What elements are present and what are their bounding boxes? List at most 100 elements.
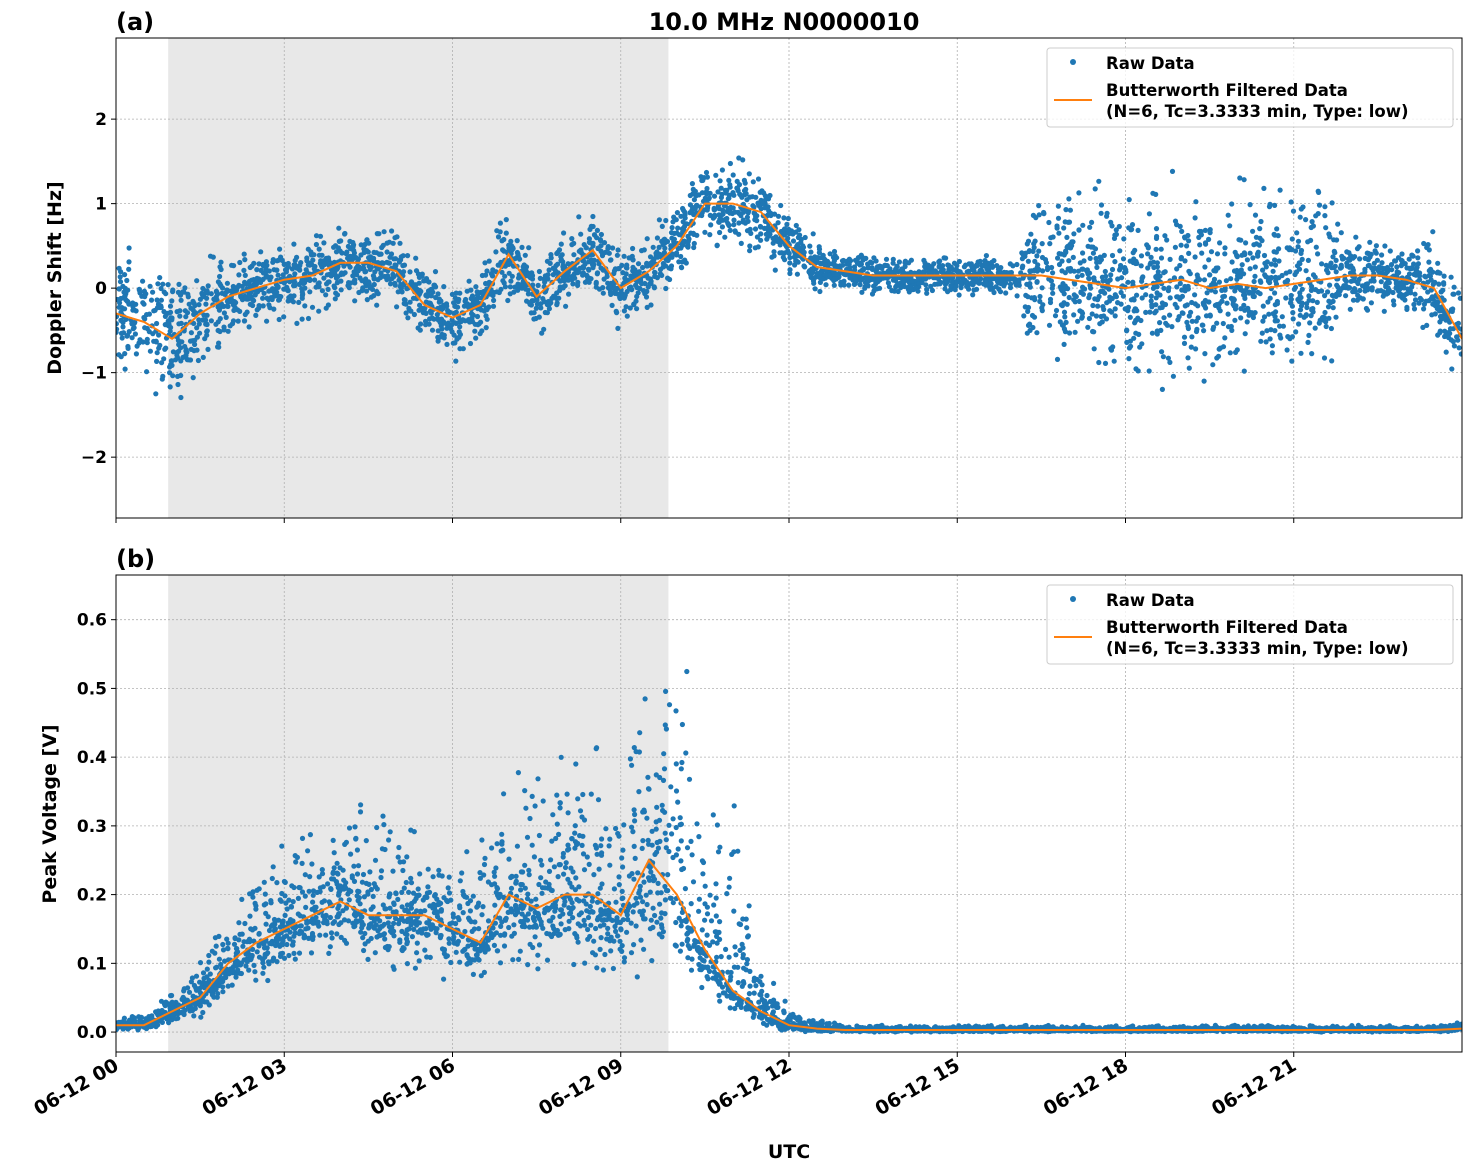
raw-data-point [834,255,840,261]
raw-data-point [325,279,331,285]
raw-data-point [1153,274,1159,280]
raw-data-point [396,259,402,265]
raw-data-point [1406,271,1413,277]
raw-data-point [1369,287,1375,293]
raw-data-point [474,952,480,958]
raw-data-point [194,278,200,284]
raw-data-point [214,994,220,1000]
raw-data-point [407,269,413,275]
raw-data-point [236,272,242,278]
raw-data-point [243,296,249,302]
raw-data-point [1139,295,1145,301]
raw-data-point [1049,264,1055,271]
raw-data-point [541,326,547,332]
raw-data-point [302,934,308,940]
raw-data-point [378,932,384,938]
raw-data-point [464,894,470,900]
raw-data-point [922,276,929,282]
raw-data-point [453,290,459,296]
raw-data-point [288,904,295,910]
raw-data-point [284,906,290,912]
raw-data-point [336,225,342,231]
raw-data-point [201,985,207,991]
raw-data-point [464,953,470,959]
raw-data-point [507,284,513,290]
raw-data-point [795,259,801,265]
raw-data-point [1158,255,1165,261]
raw-data-point [942,286,948,292]
raw-data-point [1287,300,1294,306]
raw-data-point [197,330,203,336]
raw-data-point [256,941,262,948]
raw-data-point [1216,305,1222,311]
raw-data-point [1125,279,1131,285]
raw-data-point [423,931,429,937]
raw-data-point [598,238,604,244]
raw-data-point [1338,264,1344,270]
raw-data-point [1399,251,1405,257]
raw-data-point [1356,276,1362,283]
raw-data-point [1415,255,1421,261]
raw-data-point [321,261,327,267]
shaded-interval [168,575,669,1052]
raw-data-point [1014,293,1020,299]
raw-data-point [364,297,370,303]
raw-data-point [222,958,228,964]
raw-data-point [928,283,934,289]
raw-data-point [1263,339,1269,345]
raw-data-point [691,240,697,247]
raw-data-point [1309,219,1315,225]
raw-data-point [1229,201,1235,207]
raw-data-point [472,957,478,963]
raw-data-point [213,321,219,327]
raw-data-point [1313,244,1319,250]
raw-data-point [970,282,976,288]
raw-data-point [368,935,374,942]
raw-data-point [1388,262,1395,268]
raw-data-point [258,249,264,255]
raw-data-point [1321,355,1328,361]
raw-data-point [391,256,397,262]
raw-data-point [425,866,431,872]
raw-data-point [971,287,977,293]
raw-data-point [816,250,823,256]
raw-data-point [423,299,429,305]
raw-data-point [302,872,308,878]
raw-data-point [426,292,432,298]
raw-data-point [1290,310,1296,316]
raw-data-point [675,225,681,231]
raw-data-point [1185,232,1191,239]
raw-data-point [160,373,166,379]
raw-data-point [1428,295,1434,302]
legend-raw-label: Raw Data [1106,54,1195,73]
raw-data-point [289,942,296,948]
raw-data-point [1237,274,1243,280]
raw-data-point [503,217,509,223]
raw-data-point [457,959,463,965]
raw-data-point [1102,268,1108,275]
raw-data-point [296,950,303,956]
raw-data-point [201,312,207,318]
raw-data-point [995,270,1001,276]
raw-data-point [378,270,384,276]
raw-data-point [1153,302,1159,308]
raw-data-point [1193,346,1199,352]
raw-data-point [414,940,420,946]
raw-data-point [1391,302,1397,308]
raw-data-point [1334,237,1340,243]
raw-data-point [1253,241,1260,247]
raw-data-point [517,256,523,262]
raw-data-point [216,340,222,346]
raw-data-point [221,975,227,981]
raw-data-point [462,928,468,935]
raw-data-point [718,185,724,191]
raw-data-point [1266,311,1272,317]
raw-data-point [1070,239,1076,245]
raw-data-point [377,918,383,924]
raw-data-point [1437,328,1443,334]
y-tick-label: 2 [95,110,107,130]
raw-data-point [178,297,184,303]
raw-data-point [1124,328,1130,334]
raw-data-point [890,256,896,262]
raw-data-point [1411,301,1417,308]
